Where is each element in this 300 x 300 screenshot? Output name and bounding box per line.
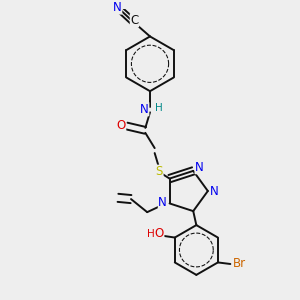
Text: N: N — [158, 196, 167, 209]
Text: O: O — [116, 119, 126, 132]
Text: O: O — [154, 227, 164, 240]
Text: N: N — [195, 161, 204, 174]
Text: N: N — [140, 103, 149, 116]
Text: H: H — [147, 229, 155, 239]
Text: N: N — [210, 184, 219, 197]
Text: S: S — [156, 165, 163, 178]
Text: H: H — [155, 103, 163, 113]
Text: C: C — [130, 14, 139, 27]
Text: Br: Br — [233, 257, 246, 271]
Text: N: N — [113, 1, 122, 14]
